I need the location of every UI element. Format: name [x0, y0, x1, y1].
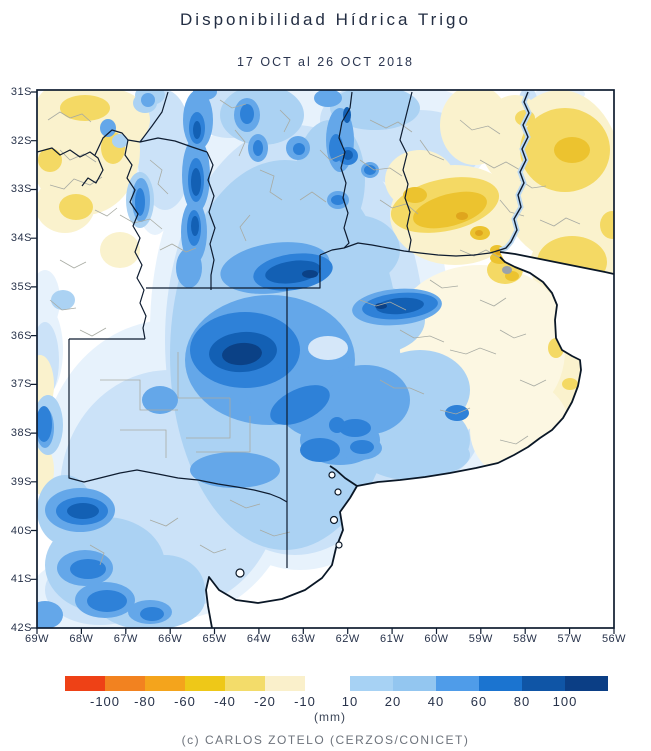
lat-tick-label: 32S	[10, 134, 32, 147]
contour-fill-layer	[37, 90, 614, 628]
legend-value-label: -100	[89, 694, 121, 709]
buenos-aires-city-marker	[502, 266, 512, 274]
lon-tick-label: 68W	[69, 633, 94, 645]
legend-swatch-positive	[436, 676, 479, 691]
legend-unit-label: (mm)	[314, 710, 346, 724]
legend-swatch-negative	[145, 676, 185, 691]
lat-tick-label: 41S	[10, 573, 32, 586]
legend-value-label: -80	[134, 694, 156, 709]
legend-swatch-negative	[105, 676, 145, 691]
coastal-islands	[235, 471, 343, 578]
legend-swatch-negative	[185, 676, 225, 691]
legend-value-label: -20	[254, 694, 276, 709]
legend-value-label: -10	[294, 694, 316, 709]
lat-tick-label: 31S	[10, 86, 32, 98]
legend-swatch-positive	[479, 676, 522, 691]
legend-value-label: 40	[427, 694, 445, 709]
lat-tick-label: 34S	[10, 232, 32, 245]
lon-tick-label: 62W	[335, 633, 360, 645]
legend-value-label: 10	[341, 694, 359, 709]
parana-river	[499, 91, 530, 251]
lon-tick-label: 56W	[601, 633, 627, 645]
credit-text: (c) CARLOS ZOTELO (CERZOS/CONICET)	[181, 733, 470, 747]
lat-tick-label: 37S	[10, 378, 32, 391]
legend-value-label: -40	[214, 694, 236, 709]
lon-tick-label: 58W	[513, 633, 538, 645]
province-borders	[37, 91, 501, 568]
lat-tick-label: 35S	[10, 280, 32, 293]
department-borders	[47, 99, 581, 566]
lat-tick-label: 40S	[10, 524, 32, 537]
ocean	[206, 252, 614, 628]
lon-tick-label: 65W	[202, 633, 227, 645]
legend-value-label: 80	[513, 694, 531, 709]
lat-tick-label: 38S	[10, 427, 32, 440]
legend-value-label: 60	[470, 694, 488, 709]
axis-ticks	[31, 91, 615, 634]
map-frame	[36, 89, 615, 629]
lon-tick-label: 64W	[246, 633, 271, 645]
legend-value-label: -60	[174, 694, 196, 709]
lon-tick-label: 67W	[113, 633, 138, 645]
page-title: Disponibilidad Hídrica Trigo	[180, 10, 471, 29]
lon-tick-label: 63W	[291, 633, 316, 645]
lat-tick-label: 42S	[10, 621, 32, 634]
lon-tick-label: 59W	[468, 633, 493, 645]
legend-value-label: 20	[384, 694, 402, 709]
lat-tick-label: 33S	[10, 183, 32, 196]
legend-swatch-negative	[225, 676, 265, 691]
lat-tick-label: 36S	[10, 329, 32, 342]
coastline	[205, 251, 614, 628]
legend-swatch-positive	[522, 676, 565, 691]
legend-swatch-positive	[565, 676, 608, 691]
legend-value-label: 100	[552, 694, 578, 709]
map-canvas	[31, 89, 615, 634]
legend-swatch-negative	[265, 676, 305, 691]
lon-tick-label: 61W	[380, 633, 405, 645]
lon-tick-label: 66W	[158, 633, 183, 645]
lon-tick-label: 60W	[424, 633, 449, 645]
lat-tick-label: 39S	[10, 475, 32, 488]
date-range-subtitle: 17 OCT al 26 OCT 2018	[236, 55, 415, 69]
lon-tick-label: 69W	[24, 633, 50, 645]
legend-swatch-negative	[65, 676, 105, 691]
legend-swatch-positive	[393, 676, 436, 691]
lon-tick-label: 57W	[557, 633, 582, 645]
legend-swatch-positive	[350, 676, 393, 691]
